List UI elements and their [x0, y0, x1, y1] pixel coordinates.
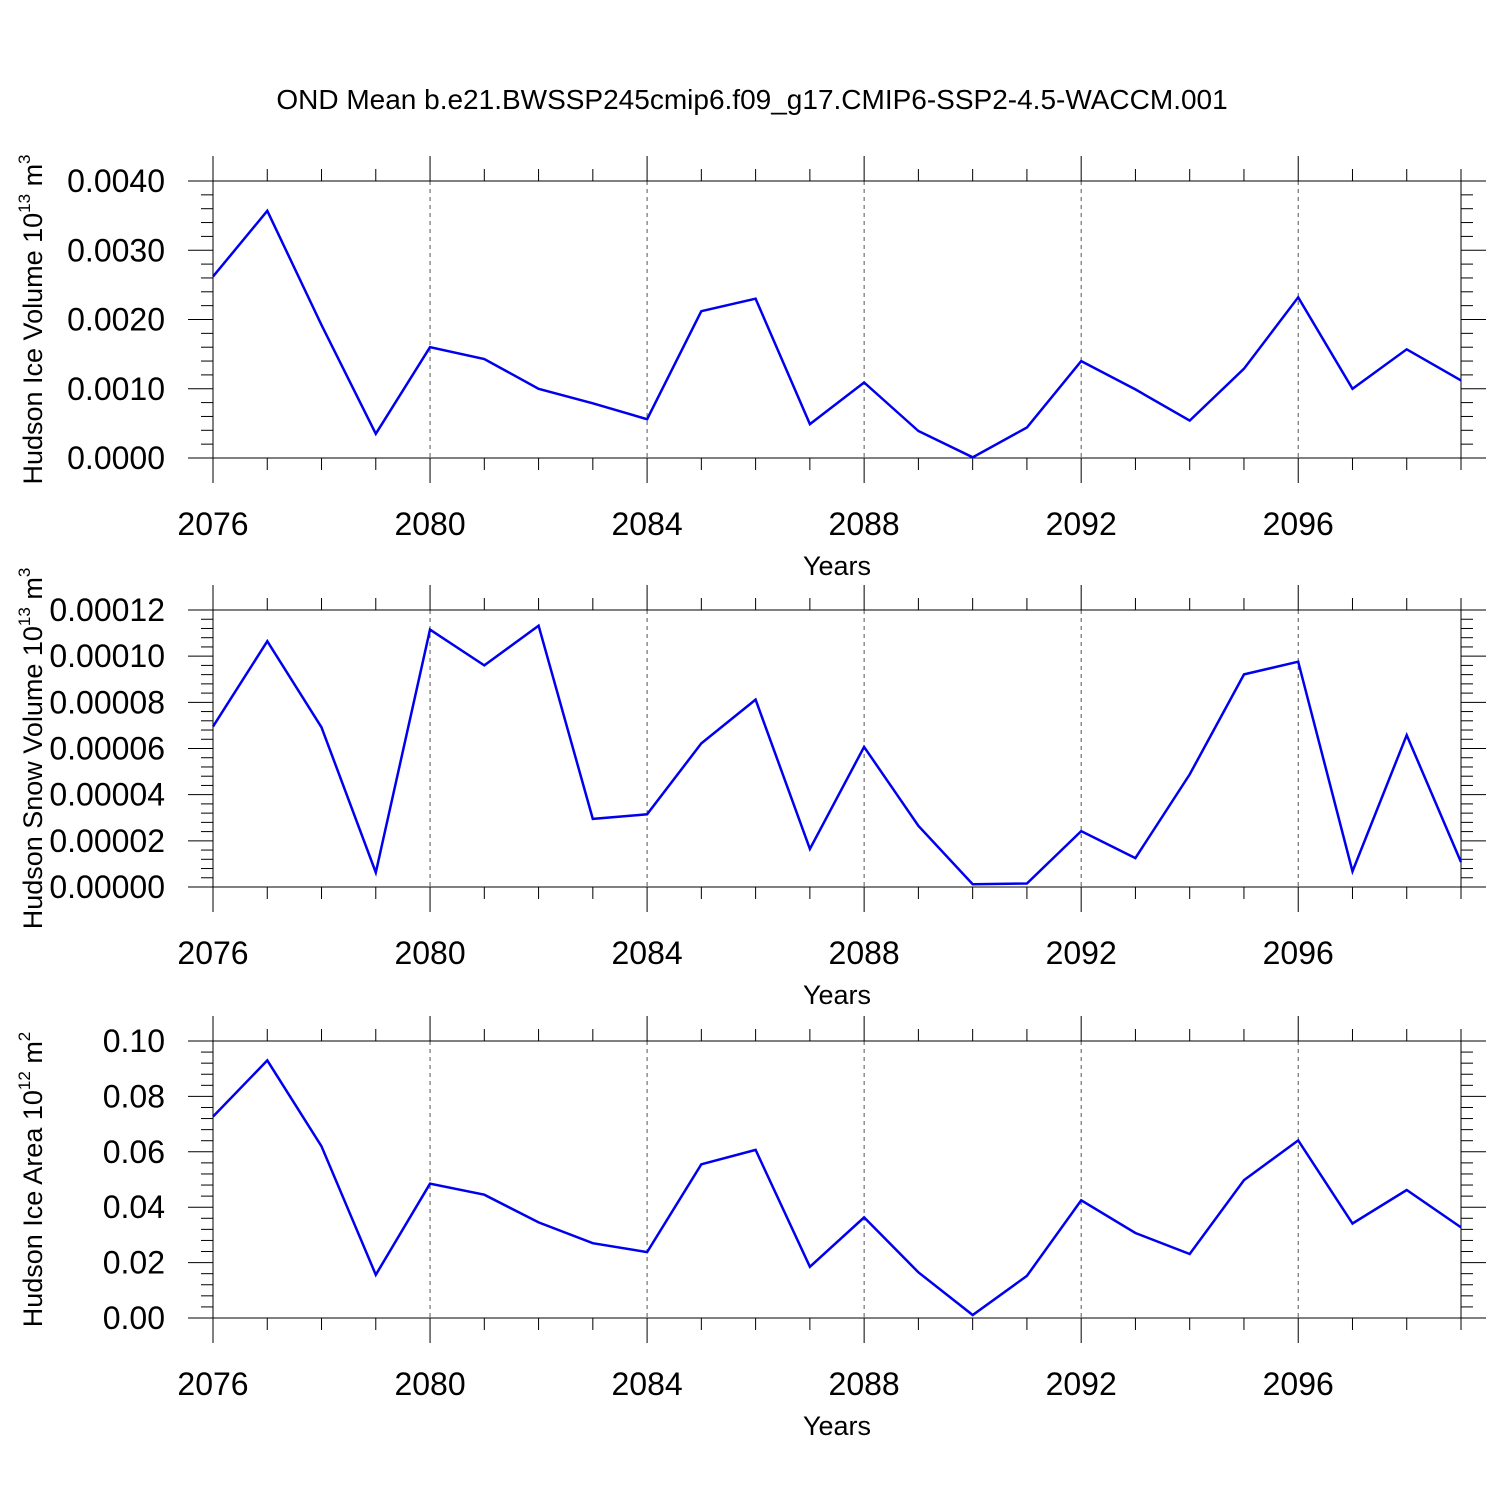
series-line — [212, 1058, 1462, 1317]
x-axis-label: Years — [803, 551, 871, 581]
x-tick-label: 2092 — [1046, 935, 1117, 971]
x-tick-label: 2088 — [829, 1366, 900, 1402]
chart-panel-1: 0.0000 0.0010 0.0020 0.0030 0.0040 2076 2080 20… — [15, 154, 1486, 581]
y-tick-label: 0.00000 — [49, 869, 165, 905]
x-axis-label: Years — [803, 980, 871, 1010]
plot-frame — [212, 180, 1462, 459]
y-tick-label: 0.00002 — [49, 823, 165, 859]
chart-panel-2: 0.00000 0.00002 0.00004 0.00006 0.00008 0.000… — [15, 568, 1486, 1010]
plot-frame — [212, 609, 1462, 888]
y-axis-label-part: m — [18, 164, 48, 194]
x-tick-label: 2092 — [1046, 506, 1117, 542]
y-tick-label: 0.04 — [103, 1189, 165, 1225]
y-axis-label-part: 13 — [15, 607, 34, 626]
y-axis-label-part: m — [18, 1041, 48, 1071]
y-tick-label: 0.02 — [103, 1245, 165, 1281]
y-tick-label: 0.10 — [103, 1023, 165, 1059]
x-tick-label: 2096 — [1263, 1366, 1334, 1402]
y-tick-label: 0.00006 — [49, 731, 165, 767]
series-line — [211, 623, 1463, 886]
y-axis-label-part: 13 — [15, 194, 34, 213]
plot-frame — [212, 1040, 1462, 1319]
x-tick-label: 2088 — [829, 935, 900, 971]
y-axis-label: Hudson Ice Area 1012 m2 — [15, 1032, 48, 1328]
y-tick-label: 0.00010 — [49, 638, 165, 674]
y-axis-label-part: 2 — [15, 1032, 34, 1041]
y-tick-label: 0.08 — [103, 1078, 165, 1114]
x-tick-label: 2076 — [177, 935, 248, 971]
x-axis-label: Years — [803, 1411, 871, 1441]
y-tick-label: 0.00004 — [49, 777, 165, 813]
y-tick-label: 0.00008 — [49, 684, 165, 720]
y-tick-label: 0.0040 — [67, 163, 165, 199]
y-tick-label: 0.0020 — [67, 302, 165, 338]
x-tick-label: 2084 — [611, 506, 682, 542]
x-tick-label: 2076 — [177, 506, 248, 542]
x-tick-label: 2084 — [611, 1366, 682, 1402]
y-tick-label: 0.0000 — [67, 440, 165, 476]
y-axis-label-part: Hudson Snow Volume 10 — [18, 626, 48, 929]
x-tick-label: 2092 — [1046, 1366, 1117, 1402]
y-tick-label: 0.0030 — [67, 232, 165, 268]
y-axis-label: Hudson Ice Volume 1013 m3 — [15, 154, 48, 484]
series-line — [212, 208, 1462, 459]
y-axis-label-part: m — [18, 577, 48, 607]
y-axis-label-part: Hudson Ice Area 10 — [18, 1090, 48, 1327]
x-tick-label: 2088 — [829, 506, 900, 542]
x-tick-label: 2080 — [394, 935, 465, 971]
x-tick-label: 2084 — [611, 935, 682, 971]
x-tick-label: 2076 — [177, 1366, 248, 1402]
y-axis-label-part: Hudson Ice Volume 10 — [18, 213, 48, 485]
chart-panel-3: 0.00 0.02 0.04 0.06 0.08 0.10 2076 2080 2084 2088… — [15, 1016, 1486, 1441]
y-tick-label: 0.06 — [103, 1134, 165, 1170]
y-tick-label: 0.00012 — [49, 592, 165, 628]
x-tick-label: 2096 — [1263, 506, 1334, 542]
y-tick-label: 0.00 — [103, 1300, 165, 1336]
y-axis-label-part: 3 — [15, 568, 34, 577]
y-axis-label-part: 3 — [15, 154, 34, 163]
x-tick-label: 2080 — [394, 1366, 465, 1402]
y-axis-label: Hudson Snow Volume 1013 m3 — [15, 568, 48, 930]
y-tick-label: 0.0010 — [67, 371, 165, 407]
x-tick-label: 2096 — [1263, 935, 1334, 971]
y-axis-label-part: 12 — [15, 1071, 34, 1090]
figure-title: OND Mean b.e21.BWSSP245cmip6.f09_g17.CMI… — [276, 84, 1227, 115]
x-tick-label: 2080 — [394, 506, 465, 542]
